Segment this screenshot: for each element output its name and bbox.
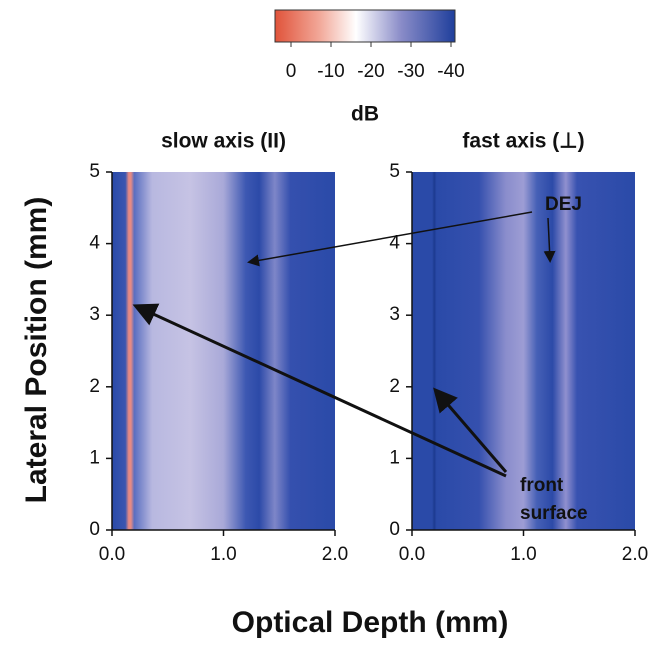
arrow <box>132 303 507 478</box>
arrow <box>247 211 533 267</box>
y-tick-label: 1 <box>89 447 100 468</box>
image-panel <box>412 172 635 530</box>
y-tick-label: 3 <box>89 304 100 325</box>
y-tick-label: 1 <box>389 447 400 468</box>
y-tick-label: 5 <box>389 161 400 182</box>
y-tick-label: 3 <box>389 304 400 325</box>
colorbar-tick-label: -20 <box>357 61 384 82</box>
y-tick-label: 0 <box>389 519 400 540</box>
colorbar-tick-label: -40 <box>437 61 464 82</box>
panel-title: fast axis (⊥) <box>462 130 584 153</box>
arrow <box>543 217 556 263</box>
y-tick-label: 2 <box>389 376 400 397</box>
y-tick-label: 0 <box>89 519 100 540</box>
x-tick-label: 1.0 <box>510 544 536 565</box>
arrow <box>433 387 508 473</box>
image-panel <box>112 172 335 530</box>
x-tick-label: 0.0 <box>99 544 125 565</box>
x-tick-label: 2.0 <box>622 544 648 565</box>
y-tick-label: 4 <box>89 233 100 254</box>
x-tick-label: 0.0 <box>399 544 425 565</box>
x-tick-label: 2.0 <box>322 544 348 565</box>
annotation: front <box>520 475 564 496</box>
colorbar-tick-label: 0 <box>286 61 297 82</box>
y-tick-label: 4 <box>389 233 400 254</box>
colorbar-label: dB <box>351 103 379 126</box>
x-tick-label: 1.0 <box>210 544 236 565</box>
panel-title: slow axis (II) <box>161 130 286 153</box>
colorbar <box>274 9 456 43</box>
y-tick-label: 2 <box>89 376 100 397</box>
y-tick-label: 5 <box>89 161 100 182</box>
colorbar-tick-label: -10 <box>317 61 344 82</box>
y-axis-label: Lateral Position (mm) <box>20 197 53 504</box>
annotation: surface <box>520 503 588 524</box>
annotation: DEJ <box>545 194 582 215</box>
x-axis-label: Optical Depth (mm) <box>232 606 509 639</box>
colorbar-tick-label: -30 <box>397 61 424 82</box>
